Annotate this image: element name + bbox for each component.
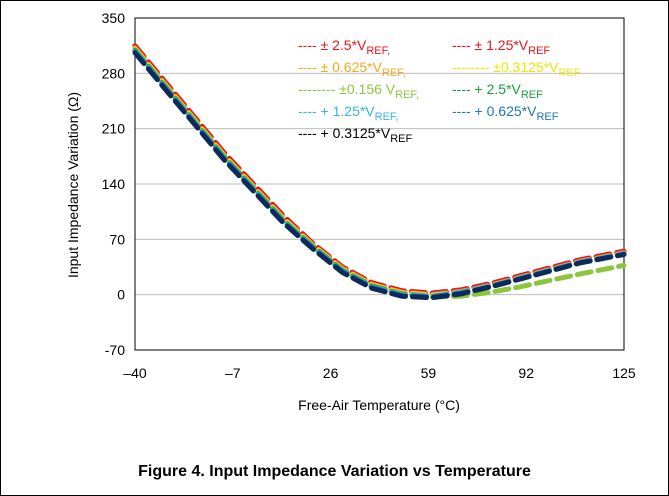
plot-area-border <box>134 17 625 351</box>
y-tick-label: 0 <box>117 287 125 303</box>
series-lines <box>132 43 627 301</box>
legend-entry: ---- + 1.25*VREF, <box>298 103 398 123</box>
legend-entry: ---- ± 2.5*VREF, <box>298 37 390 57</box>
x-axis-label: Free-Air Temperature (°C) <box>298 397 460 413</box>
x-tick-label: 92 <box>518 365 534 381</box>
legend: ---- ± 2.5*VREF, ---- ± 1.25*VREF ---- ± 0… <box>298 37 581 145</box>
legend-entry: ---- + 0.625*VREF <box>452 103 559 123</box>
y-tick-label: 70 <box>109 231 125 247</box>
y-tick-label: -70 <box>105 342 125 358</box>
series-line <box>132 50 627 301</box>
y-axis-label: Input Impedance Variation (Ω) <box>65 92 81 278</box>
y-tick-label: 350 <box>102 10 126 26</box>
tick-labels: –40 –7 26 59 92 125 350 280 210 140 70 0 -70 <box>102 10 636 381</box>
axes <box>134 17 625 351</box>
legend-entry: ---- + 0.3125*VREF <box>298 125 412 145</box>
y-tick-label: 280 <box>102 65 126 81</box>
legend-entry: ---- ± 0.625*VREF, <box>298 59 406 79</box>
legend-entry: -------- ±0.3125*VREF <box>452 59 581 79</box>
impedance-chart: –40 –7 26 59 92 125 350 280 210 140 70 0 -70 ---- ± … <box>65 10 636 413</box>
x-tick-label: 26 <box>323 365 339 381</box>
y-tick-label: 210 <box>102 121 126 137</box>
legend-entry: ---- + 2.5*VREF <box>452 81 543 101</box>
x-tick-label: 59 <box>421 365 437 381</box>
legend-entry: -------- ±0.156 VREF, <box>298 81 419 101</box>
x-tick-label: 125 <box>612 365 636 381</box>
figure-caption: Figure 4. Input Impedance Variation vs T… <box>138 463 531 480</box>
y-tick-label: 140 <box>102 176 126 192</box>
legend-entry: ---- ± 1.25*VREF <box>452 37 550 57</box>
x-tick-label: –7 <box>225 365 241 381</box>
x-tick-label: –40 <box>123 365 147 381</box>
